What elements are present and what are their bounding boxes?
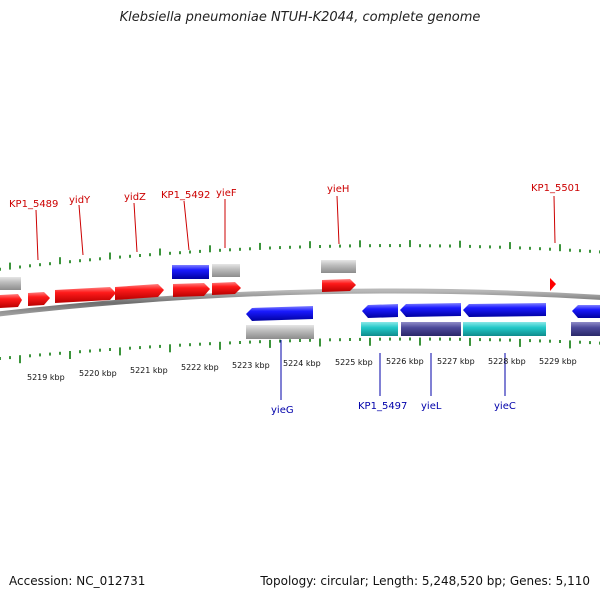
feature-blue-kp1-5492[interactable] (172, 265, 209, 279)
bottom-tick-marks (0, 337, 600, 364)
gene-kp1-5492[interactable] (173, 283, 210, 297)
reverse-strand-genes (246, 303, 600, 321)
gene-yidY[interactable] (55, 287, 116, 303)
gene-kp1-5497[interactable] (362, 304, 398, 318)
forward-strand-genes (0, 278, 556, 308)
kbp-scale-labels: 5219 kbp 5220 kbp 5221 kbp 5222 kbp 5223… (27, 357, 577, 382)
label-yieF[interactable]: yieF (216, 188, 237, 199)
gene-yieC[interactable] (463, 303, 546, 317)
top-tick-marks (0, 240, 600, 271)
genome-summary-text: Topology: circular; Length: 5,248,520 bp… (260, 574, 590, 588)
label-yieL[interactable]: yieL (421, 401, 442, 412)
gene-yieF[interactable] (212, 282, 241, 295)
bottom-gene-labels: yieG KP1_5497 yieL yieC (271, 401, 516, 416)
kbp-label: 5227 kbp (437, 357, 475, 366)
label-yieH[interactable]: yieH (327, 184, 349, 195)
gene-yieG[interactable] (246, 306, 313, 321)
kbp-label: 5220 kbp (79, 369, 117, 378)
feature-gray-yieH[interactable] (321, 260, 356, 273)
kbp-label: 5226 kbp (386, 357, 424, 366)
label-yidZ[interactable]: yidZ (124, 192, 146, 203)
bottom-label-leaders (280, 340, 506, 400)
top-gene-labels: KP1_5489 yidY yidZ KP1_5492 yieF yieH KP… (9, 183, 580, 210)
label-yieC[interactable]: yieC (494, 401, 516, 412)
upper-feature-row (0, 260, 356, 290)
kbp-label: 5224 kbp (283, 359, 321, 368)
kbp-label: 5222 kbp (181, 363, 219, 372)
kbp-label: 5219 kbp (27, 373, 65, 382)
kbp-label: 5229 kbp (539, 357, 577, 366)
map-title: Klebsiella pneumoniae NTUH-K2044, comple… (119, 10, 481, 25)
genome-backbone (0, 288, 600, 317)
kbp-label: 5228 kbp (488, 357, 526, 366)
feature-gray-yieF[interactable] (212, 264, 240, 277)
label-yidY[interactable]: yidY (69, 195, 91, 206)
feature-purple-right[interactable] (571, 322, 600, 336)
feature-gray-yieG[interactable] (246, 325, 314, 339)
lower-feature-row (246, 322, 600, 339)
label-yieG[interactable]: yieG (271, 405, 294, 416)
gene-yidZ[interactable] (115, 284, 164, 300)
gene-yidY-prev[interactable] (28, 292, 50, 306)
gene-right-edge[interactable] (572, 305, 600, 318)
feature-purple-yieL[interactable] (401, 322, 461, 336)
label-kp1-5501[interactable]: KP1_5501 (531, 183, 580, 194)
kbp-label: 5225 kbp (335, 358, 373, 367)
feature-cyan-kp1-5497[interactable] (361, 322, 398, 336)
label-kp1-5492[interactable]: KP1_5492 (161, 190, 210, 201)
feature-cyan-yieC[interactable] (463, 322, 546, 336)
label-kp1-5497[interactable]: KP1_5497 (358, 401, 407, 412)
top-label-leaders (35, 195, 556, 261)
feature-gray-left[interactable] (0, 277, 21, 290)
kbp-label: 5221 kbp (130, 366, 168, 375)
gene-kp1-5501[interactable] (550, 278, 556, 291)
accession-text: Accession: NC_012731 (9, 574, 146, 588)
gene-yieH[interactable] (322, 279, 356, 292)
kbp-label: 5223 kbp (232, 361, 270, 370)
label-kp1-5489[interactable]: KP1_5489 (9, 199, 58, 210)
gene-yieL[interactable] (400, 303, 461, 317)
gene-kp1-5489[interactable] (0, 294, 22, 308)
